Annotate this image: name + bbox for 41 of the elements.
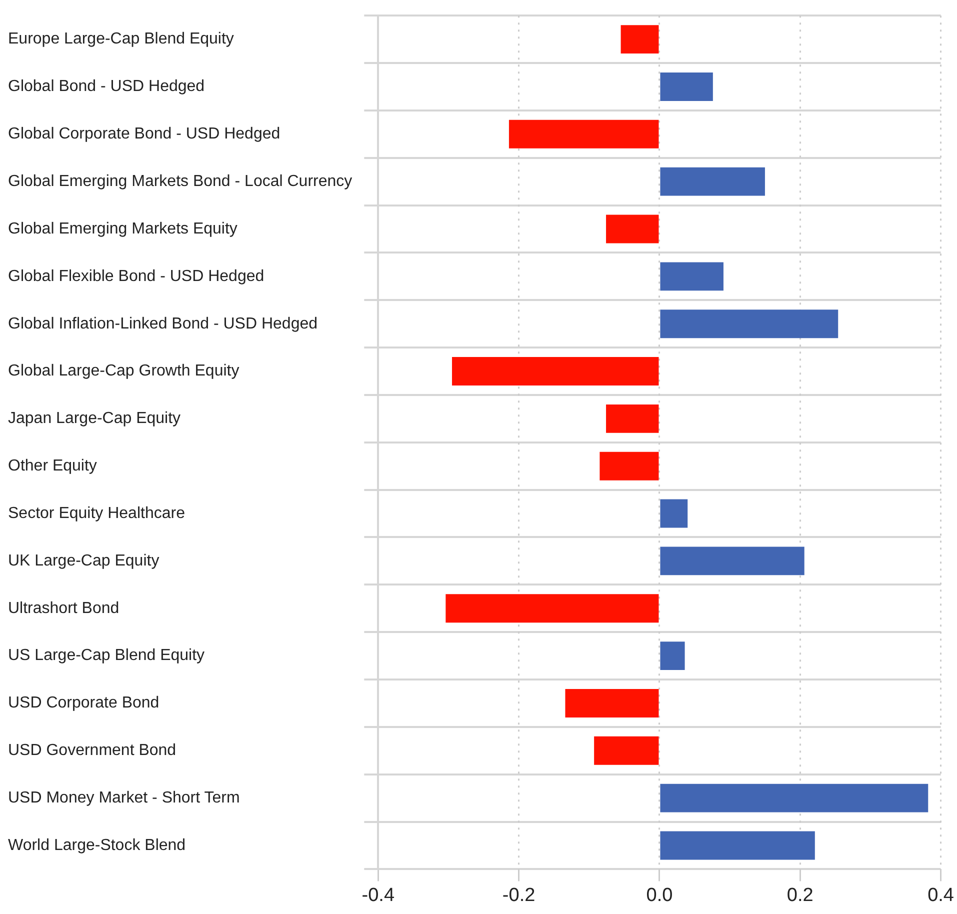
y-tick-label: Global Emerging Markets Bond - Local Currency [8,172,352,190]
y-tick-label: Sector Equity Healthcare [8,504,186,522]
bar [660,784,928,812]
bar [446,594,659,623]
y-tick-label: US Large-Cap Blend Equity [8,647,205,664]
bar [660,167,765,196]
x-tick-label: 0.0 [646,884,673,906]
y-tick-label: Japan Large-Cap Equity [8,410,181,428]
bar [620,25,659,54]
bar [594,736,659,765]
bar [565,688,659,718]
bar [660,642,685,670]
bar [660,262,724,291]
y-tick-label: USD Government Bond [8,742,176,760]
x-tick-label: 0.4 [928,884,954,906]
bar [606,214,659,244]
y-tick-label: Global Flexible Bond - USD Hedged [8,268,264,285]
y-tick-label: Ultrashort Bond [8,600,120,617]
bar [660,499,688,528]
bar [508,120,659,148]
bar [452,357,659,386]
y-tick-label: Global Emerging Markets Equity [8,220,238,238]
y-tick-label: Global Large-Cap Growth Equity [8,362,240,380]
y-tick-label: Global Corporate Bond - USD Hedged [8,126,280,143]
y-tick-label: USD Money Market - Short Term [8,789,240,806]
y-tick-label: Global Inflation-Linked Bond - USD Hedged [8,315,318,332]
y-tick-label: UK Large-Cap Equity [8,552,160,570]
bar [660,310,838,338]
x-tick-label: -0.4 [362,884,395,906]
y-tick-label: Other Equity [8,458,97,475]
y-tick-label: World Large-Stock Blend [8,836,186,854]
bar [660,831,815,860]
y-tick-label: USD Corporate Bond [8,694,160,712]
bar [660,546,804,576]
bar [606,404,659,433]
x-tick-label: 0.2 [786,884,814,906]
y-tick-label: Europe Large-Cap Blend Equity [8,30,234,48]
bar [600,452,659,480]
bar [660,72,713,101]
y-tick-label: Global Bond - USD Hedged [8,78,205,96]
x-tick-label: -0.2 [502,884,536,906]
